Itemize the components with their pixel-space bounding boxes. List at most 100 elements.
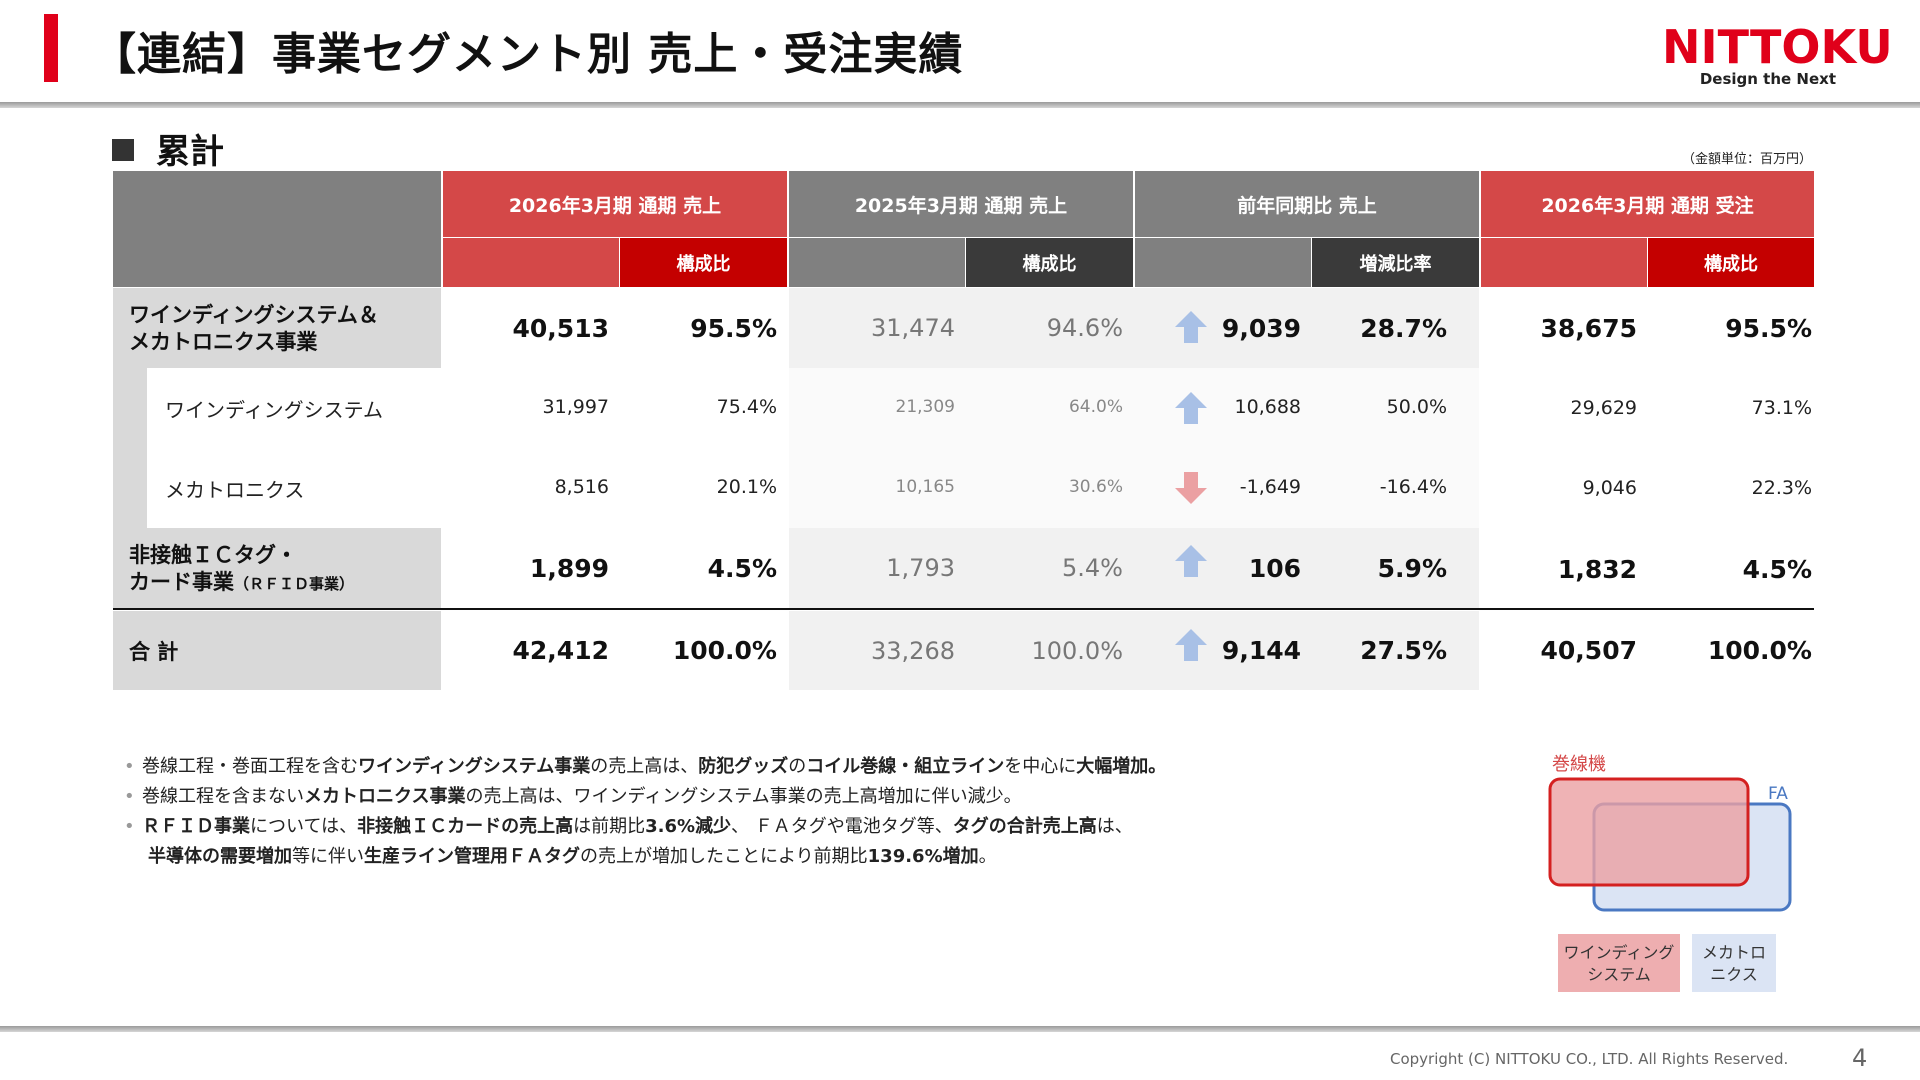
header-fy2025-sales: 2025年3月期 通期 売上	[789, 171, 1133, 237]
sales-ratio: 4.5%	[707, 553, 777, 583]
orders-value: 29,629	[1570, 397, 1637, 419]
orders-ratio: 22.3%	[1751, 477, 1812, 499]
square-bullet-icon	[112, 139, 134, 161]
orders-ratio: 4.5%	[1742, 554, 1812, 584]
orders-value: 40,507	[1540, 636, 1637, 665]
title-divider	[0, 102, 1920, 108]
legend-mechatronics-line2: ニクス	[1710, 965, 1758, 984]
segment-sales-table: 2026年3月期 通期 売上 2025年3月期 通期 売上 前年同期比 売上 2…	[113, 171, 1814, 690]
commentary-item: 巻線工程を含まないメカトロニクス事業の売上高は、ワインディングシステム事業の売上…	[124, 782, 1424, 812]
commentary-item: 巻線工程・巻面工程を含むワインディングシステム事業の売上高は、防犯グッズのコイル…	[124, 752, 1424, 782]
venn-winding-box	[1548, 777, 1750, 887]
unit-note: （金額単位：百万円）	[1682, 152, 1813, 167]
logo-wordmark: NITTOKU	[1662, 20, 1893, 74]
total-divider	[113, 608, 1814, 610]
footer-divider	[0, 1026, 1920, 1032]
row-bg	[789, 611, 1479, 690]
yoy-diff: 9,144	[1221, 636, 1301, 665]
table-row-label: 合 計	[113, 611, 441, 690]
prev-sales-ratio: 100.0%	[1031, 636, 1123, 665]
row-bg	[789, 528, 1479, 608]
table-row-label: 非接触ＩＣタグ・ カード事業（ＲＦＩＤ事業）	[113, 528, 441, 608]
title-accent-bar	[44, 14, 58, 82]
row-label-line1: 非接触ＩＣタグ・	[129, 543, 297, 567]
prev-sales-value: 31,474	[871, 314, 955, 342]
arrow-up-icon	[1175, 545, 1207, 577]
yoy-diff: 106	[1248, 553, 1301, 583]
segment-venn-diagram: 巻線機 FA ワインディング システム メカトロ ニクス	[1548, 754, 1792, 992]
orders-ratio: 100.0%	[1707, 636, 1812, 665]
header-fy2026-sales: 2026年3月期 通期 売上	[443, 171, 787, 237]
legend-mechatronics-box	[1692, 934, 1776, 992]
commentary-item-continued: 半導体の需要増加等に伴い生産ライン管理用ＦＡタグの売上が増加したことにより前期比…	[148, 846, 997, 867]
venn-label-fa: FA	[1768, 784, 1788, 804]
sales-value: 31,997	[542, 396, 609, 418]
company-logo: NITTOKU Design the Next	[1662, 20, 1893, 88]
arrow-up-icon	[1175, 392, 1207, 424]
subheader-ratio: 構成比	[620, 238, 787, 287]
sales-value: 8,516	[554, 476, 609, 498]
row-label-line1: ワインディングシステム＆	[129, 303, 379, 327]
copyright-text: Copyright (C) NITTOKU CO., LTD. All Righ…	[1390, 1050, 1789, 1068]
subheader-blank	[1481, 238, 1647, 287]
prev-sales-value: 10,165	[895, 477, 955, 497]
title-bar: 【連結】事業セグメント別 売上・受注実績 NITTOKU Design the …	[0, 0, 1920, 102]
row-label-line2: メカトロニクス事業	[129, 330, 318, 354]
yoy-rate: -16.4%	[1379, 476, 1447, 498]
prev-sales-value: 1,793	[886, 554, 955, 582]
yoy-rate: 28.7%	[1360, 313, 1447, 343]
header-yoy-sales: 前年同期比 売上	[1135, 171, 1479, 237]
sales-ratio: 75.4%	[716, 396, 777, 418]
row-label-line2: カード事業	[129, 570, 234, 594]
subheader-blank	[789, 238, 965, 287]
legend-mechatronics-line1: メカトロ	[1702, 943, 1766, 962]
section-heading-text: 累計	[156, 132, 224, 172]
orders-value: 1,832	[1557, 554, 1637, 584]
yoy-diff: 10,688	[1234, 396, 1301, 418]
prev-sales-ratio: 94.6%	[1046, 314, 1123, 342]
table-row-label: ワインディングシステム	[165, 397, 383, 422]
venn-label-winding-machine: 巻線機	[1552, 754, 1606, 775]
page-title: 【連結】事業セグメント別 売上・受注実績	[92, 29, 964, 80]
section-heading: 累計	[112, 124, 224, 173]
prev-sales-ratio: 30.6%	[1068, 477, 1123, 497]
yoy-diff: -1,649	[1239, 476, 1301, 498]
orders-ratio: 73.1%	[1751, 397, 1812, 419]
subheader-change-rate: 増減比率	[1312, 238, 1479, 287]
row-label-note: （ＲＦＩＤ事業）	[234, 575, 355, 593]
page-number: 4	[1852, 1044, 1868, 1072]
logo-tagline: Design the Next	[1699, 70, 1836, 88]
header-corner	[113, 171, 441, 287]
header-fy2026-orders: 2026年3月期 通期 受注	[1481, 171, 1814, 237]
sales-value: 40,513	[512, 313, 609, 343]
row-bg	[789, 288, 1479, 368]
row-bg	[789, 368, 1479, 528]
arrow-up-icon	[1175, 311, 1207, 343]
subheader-ratio: 構成比	[1648, 238, 1814, 287]
sales-ratio: 95.5%	[690, 313, 777, 343]
yoy-diff: 9,039	[1221, 313, 1301, 343]
orders-ratio: 95.5%	[1725, 313, 1812, 343]
sales-value: 42,412	[512, 636, 609, 665]
legend-winding-line2: システム	[1587, 965, 1651, 984]
yoy-rate: 5.9%	[1377, 553, 1447, 583]
prev-sales-ratio: 5.4%	[1062, 554, 1123, 582]
arrow-up-icon	[1175, 629, 1207, 661]
sales-ratio: 100.0%	[672, 636, 777, 665]
table-row-label: ワインディングシステム＆ メカトロニクス事業	[113, 288, 441, 368]
table-row-label: メカトロニクス	[165, 477, 305, 502]
arrow-down-icon	[1175, 472, 1207, 504]
commentary-list: 巻線工程・巻面工程を含むワインディングシステム事業の売上高は、防犯グッズのコイル…	[124, 752, 1424, 872]
commentary-item: ＲＦＩＤ事業については、非接触ＩＣカードの売上高は前期比3.6%減少、 ＦＡタグ…	[124, 812, 1424, 842]
subheader-blank	[443, 238, 619, 287]
sales-value: 1,899	[529, 553, 609, 583]
sales-ratio: 20.1%	[716, 476, 777, 498]
legend-winding-line1: ワインディング	[1564, 943, 1675, 962]
orders-value: 9,046	[1582, 477, 1637, 499]
prev-sales-value: 33,268	[871, 636, 955, 665]
prev-sales-ratio: 64.0%	[1068, 397, 1123, 417]
orders-value: 38,675	[1540, 313, 1637, 343]
legend-winding-box	[1558, 934, 1680, 992]
subheader-blank	[1135, 238, 1311, 287]
subrow-indent-bar	[113, 368, 147, 528]
